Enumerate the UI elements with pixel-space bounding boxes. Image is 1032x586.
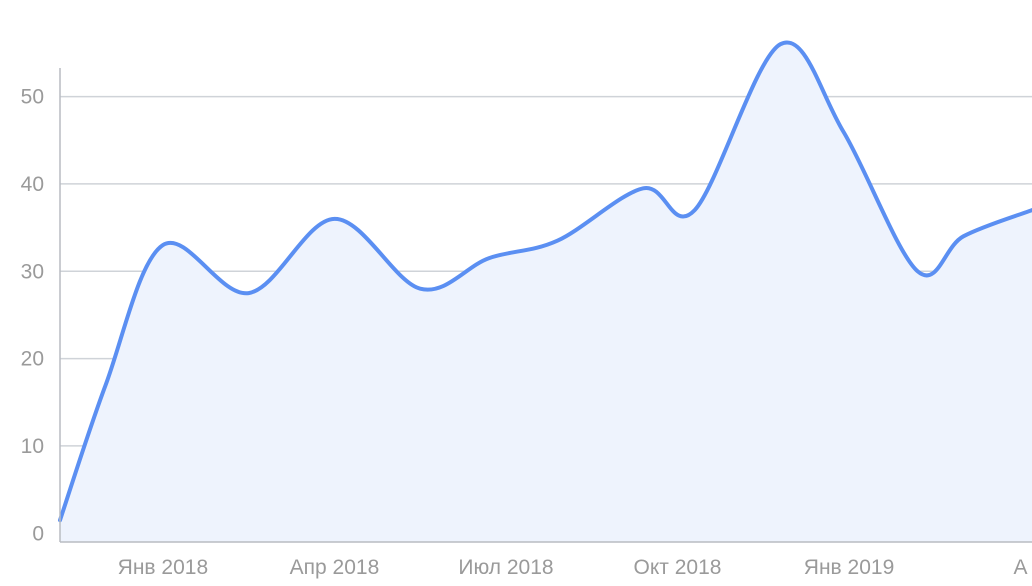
x-tick-label: Янв 2018 [118, 556, 208, 579]
y-tick-label: 10 [21, 435, 44, 458]
y-tick-label: 50 [21, 86, 44, 109]
y-axis-tick-labels: 0 10 20 30 40 50 [21, 86, 44, 546]
y-tick-label: 20 [21, 348, 44, 371]
series-line [58, 40, 1032, 523]
x-tick-label: Июл 2018 [458, 556, 553, 579]
x-tick-label: Янв 2019 [804, 556, 894, 579]
x-tick-label: Апр 2018 [290, 556, 380, 579]
series-area-fill [60, 42, 1032, 542]
x-tick-label: Окт 2018 [634, 556, 722, 579]
y-tick-label: 40 [21, 173, 44, 196]
x-tick-label: А [1014, 556, 1028, 579]
y-tick-label: 0 [32, 522, 44, 545]
y-tick-label: 30 [21, 260, 44, 283]
x-axis-tick-labels: Янв 2018 Апр 2018 Июл 2018 Окт 2018 Янв 2019… [118, 556, 1028, 579]
